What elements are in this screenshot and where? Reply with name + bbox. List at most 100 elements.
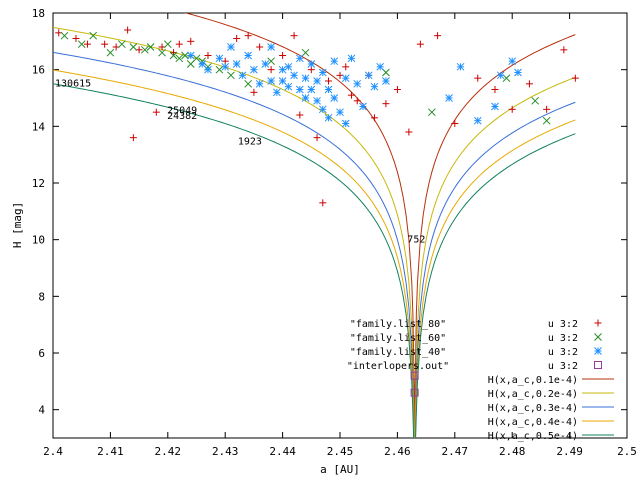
data-point xyxy=(416,40,424,48)
data-point xyxy=(301,94,310,102)
data-point xyxy=(336,108,344,117)
data-point xyxy=(301,74,310,83)
data-point xyxy=(382,100,390,108)
annotation-label: 24382 xyxy=(167,111,197,122)
data-point xyxy=(261,60,270,68)
data-point xyxy=(508,57,517,66)
data-point xyxy=(256,43,264,51)
legend-label: u 3:2 xyxy=(548,347,578,358)
x-tick-label: 2.41 xyxy=(97,445,124,458)
data-point xyxy=(255,79,264,88)
legend-file-label: "family.list_60" xyxy=(350,333,446,344)
data-point xyxy=(456,62,465,71)
y-tick-label: 18 xyxy=(32,7,45,20)
data-point xyxy=(290,32,298,40)
x-tick-label: 2.4 xyxy=(43,445,63,458)
data-point xyxy=(244,32,252,40)
legend-marker xyxy=(594,319,602,327)
data-point xyxy=(83,40,91,48)
annotation-label: 1923 xyxy=(238,137,262,148)
curve xyxy=(53,69,576,438)
data-point xyxy=(410,388,419,397)
data-point xyxy=(473,116,482,125)
curve xyxy=(53,83,576,438)
data-point xyxy=(244,79,253,88)
data-point xyxy=(313,96,321,105)
data-point xyxy=(427,108,436,117)
data-point xyxy=(313,134,321,142)
legend: "family.list_80" u 3:2"family.list_60" u 3… xyxy=(347,319,614,442)
y-tick-label: 16 xyxy=(32,64,45,77)
data-point xyxy=(313,77,321,85)
data-point xyxy=(353,97,361,105)
data-point xyxy=(410,371,419,380)
data-point xyxy=(118,40,126,49)
data-point xyxy=(267,43,275,51)
data-point xyxy=(364,71,373,80)
legend-marker xyxy=(594,333,602,341)
x-axis-label: a [AU] xyxy=(320,463,360,476)
data-point xyxy=(330,94,339,102)
data-point xyxy=(163,40,172,49)
data-point xyxy=(227,71,235,80)
x-tick-label: 2.44 xyxy=(269,445,296,458)
data-point xyxy=(295,85,304,94)
data-point xyxy=(146,43,155,51)
legend-label: H(x,a_c,0.4e-4) xyxy=(488,417,578,428)
data-point xyxy=(508,105,516,113)
data-point xyxy=(491,86,499,93)
data-point xyxy=(233,35,241,42)
data-point xyxy=(129,134,137,142)
data-point xyxy=(232,60,241,68)
legend-label: u 3:2 xyxy=(548,319,578,330)
data-point xyxy=(531,96,540,105)
data-point xyxy=(181,51,189,60)
data-point xyxy=(330,57,339,66)
legend-label: H(x,a_c,0.3e-4) xyxy=(488,403,578,414)
legend-file-label: "family.list_40" xyxy=(350,347,446,358)
legend-label: H(x,a_c,0.2e-4) xyxy=(488,389,578,400)
x-axis-ticks: 2.4 2.41 2.42 2.43 2.44 2.45 2.46 2.47 2.48 2.49 2… xyxy=(43,13,637,458)
legend-file-label: "interlopers.out" xyxy=(347,361,449,372)
legend-marker xyxy=(594,347,602,355)
legend-label: H(x,a_c,0.1e-4) xyxy=(488,375,578,386)
data-point xyxy=(525,80,533,88)
data-point xyxy=(140,45,149,54)
data-point xyxy=(296,111,304,119)
data-point xyxy=(542,116,551,125)
data-point xyxy=(267,77,275,85)
y-tick-label: 6 xyxy=(38,347,45,360)
y-tick-label: 4 xyxy=(38,404,45,417)
data-point xyxy=(324,85,333,94)
data-point xyxy=(307,85,316,94)
data-point xyxy=(353,79,362,88)
x-tick-label: 2.47 xyxy=(442,445,469,458)
data-point xyxy=(244,51,253,60)
data-point xyxy=(307,60,316,68)
data-point xyxy=(250,88,258,96)
x-tick-label: 2.42 xyxy=(155,445,182,458)
y-tick-label: 10 xyxy=(32,234,45,247)
data-point xyxy=(342,63,350,71)
data-point xyxy=(347,91,355,99)
data-point xyxy=(204,65,212,74)
data-point xyxy=(101,40,109,48)
data-point xyxy=(451,120,459,127)
x-tick-label: 2.5 xyxy=(617,445,637,458)
data-point xyxy=(250,65,258,74)
data-point xyxy=(341,74,350,83)
legend-marker xyxy=(594,361,602,369)
data-point xyxy=(359,102,367,111)
data-point xyxy=(405,128,413,136)
data-point xyxy=(324,113,333,122)
data-point xyxy=(341,119,350,128)
data-point xyxy=(474,74,482,82)
data-point xyxy=(152,108,160,116)
data-point xyxy=(284,82,293,91)
data-point xyxy=(382,77,390,85)
data-point xyxy=(496,71,505,80)
data-point xyxy=(175,54,184,63)
data-point xyxy=(514,68,522,77)
